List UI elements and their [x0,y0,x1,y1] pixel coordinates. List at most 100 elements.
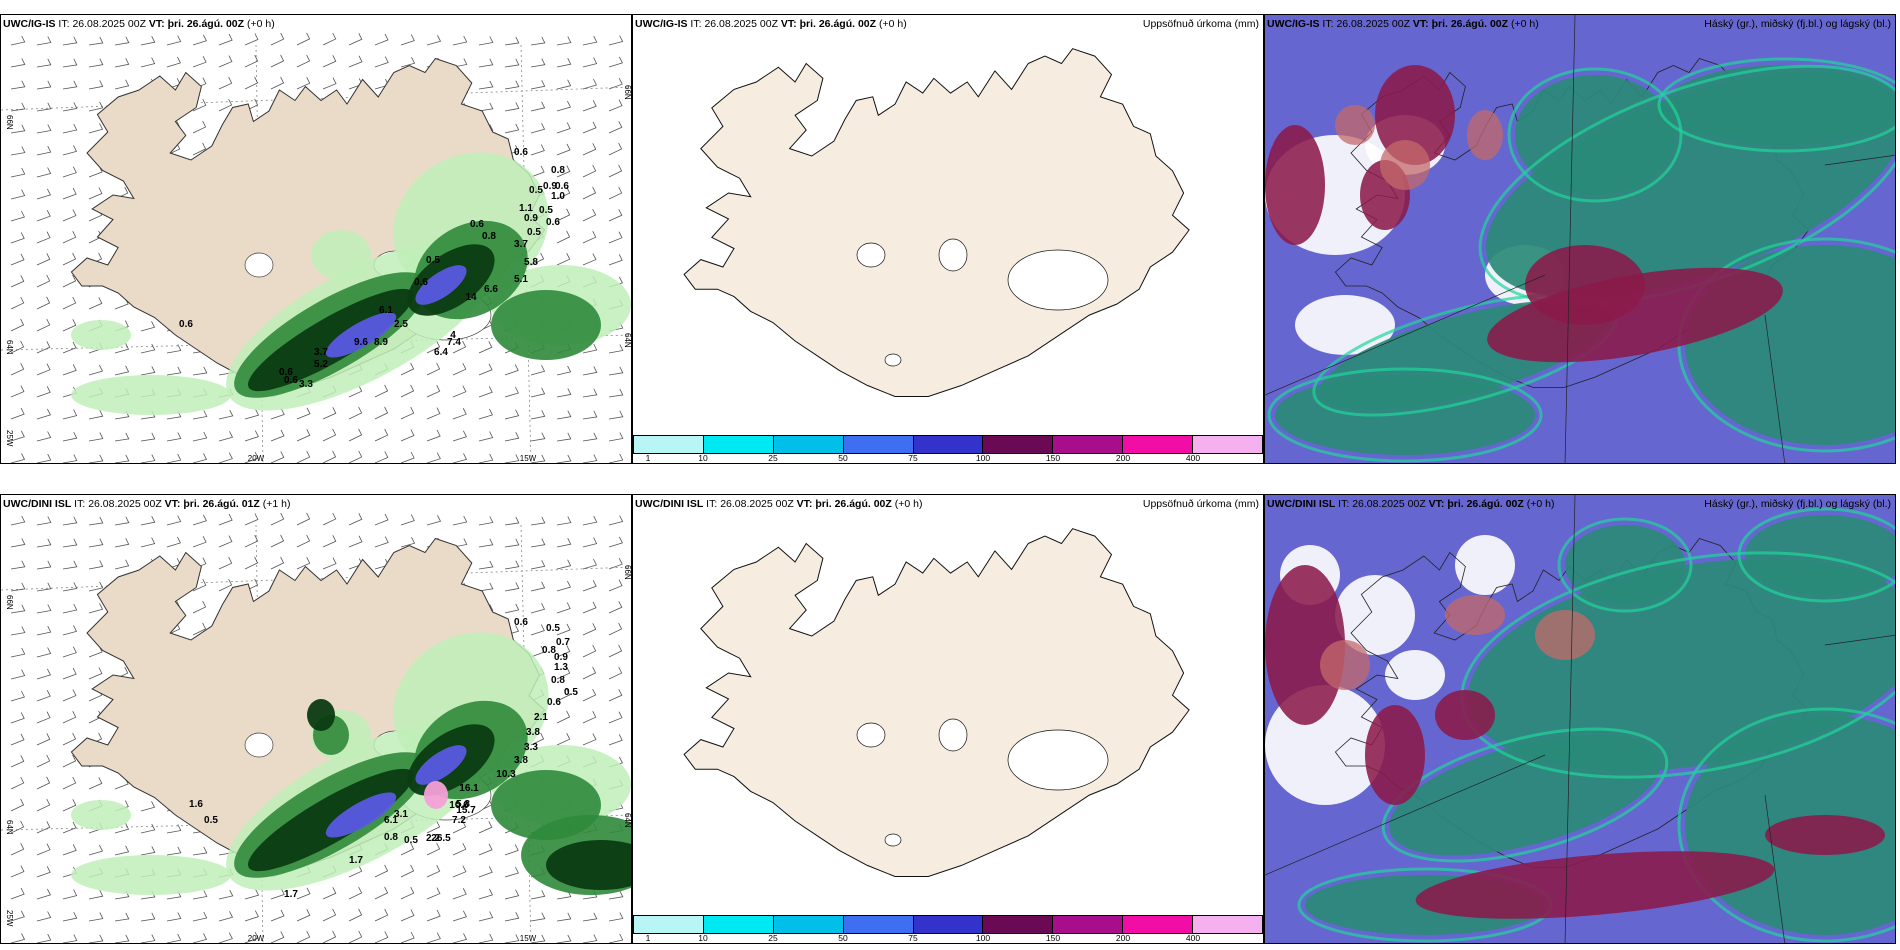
wind-barb [582,688,597,702]
wind-barb [322,428,337,442]
wind-barb [504,844,519,856]
wind-barb [478,538,494,548]
wind-barb [192,56,207,68]
wind-barb [140,801,156,812]
wind-barb [10,712,25,724]
wind-barb [296,32,311,46]
wind-barb [556,559,572,570]
wind-barb [140,432,156,442]
wind-barb [582,100,597,112]
precip-value-label: 0.6 [470,219,484,230]
wind-barb [192,622,207,636]
wind-barb [10,296,25,310]
wind-barb [36,408,51,420]
wind-barb [10,167,26,178]
wind-barb [10,318,25,332]
wind-barb [452,843,467,856]
low-cloud [1265,565,1345,725]
low-cloud [1375,65,1455,165]
wind-barb [426,407,441,420]
wind-barb [10,146,26,156]
wind-barb [114,934,130,943]
wind-barb [348,406,363,420]
wind-barb [244,556,259,570]
wind-barb [608,644,623,658]
wind-barb [556,516,572,526]
lat-label: 66N [623,565,632,580]
wind-barb [270,931,285,943]
wind-barb [192,600,207,614]
wind-barb [608,388,624,398]
lat-label: 64N [5,820,14,835]
wind-barb [10,453,26,463]
wind-barb [36,145,52,156]
wind-barb [244,33,259,46]
wind-barb [322,407,337,420]
cloud-panel-igis: UWC/IG-IS IT: 26.08.2025 00Z VT: þri. 26… [1264,14,1896,464]
wind-barb [504,934,520,943]
high-cloud [1389,734,1661,856]
cloud-map [1265,495,1895,943]
wind-barb [10,363,25,376]
wind-barb [504,603,520,614]
wind-barb [452,820,467,834]
wind-barb [62,231,77,244]
accum-precip-panel-dini: UWC/DINI ISL IT: 26.08.2025 00Z VT: þri.… [632,494,1264,944]
wind-barb [192,431,208,442]
wind-barb [10,253,25,266]
precip-value-label: 3.7 [514,239,528,250]
wind-barb [504,582,520,592]
clear-sky [1455,535,1515,595]
glacier [244,252,274,278]
wind-barb [400,57,416,68]
wind-barb [478,80,494,90]
wind-barb [556,230,571,244]
wind-barb [452,35,468,46]
precip-value-label: 1.1 [519,203,533,214]
precip-map: 0.60.80.90.60.51.01.10.9 0.60.50.60.50.60… [1,15,631,463]
wind-barb [582,432,598,442]
panel-title: UWC/IG-IS IT: 26.08.2025 00Z VT: þri. 26… [3,18,275,30]
precip-value-label: 0.8 [482,231,496,242]
wind-barb [62,538,78,548]
wind-barb [608,254,623,266]
wind-barb [88,187,103,200]
wind-barb [62,754,77,768]
wind-barb [400,429,415,442]
wind-barb [36,582,52,592]
wind-barb [88,560,104,570]
wind-barb [426,887,441,900]
wind-barb [166,432,182,442]
precip-very-heavy [325,792,397,838]
wind-barb [218,431,234,442]
wind-barb [556,186,571,200]
wind-barb [10,865,25,878]
wind-barb [140,912,156,922]
wind-barb [244,931,259,943]
wind-barb [530,165,545,178]
wind-barb [62,799,77,812]
wind-barb [166,453,182,463]
wind-barb [88,123,104,134]
graticule-line [1824,634,1895,646]
wind-barb [88,58,104,68]
wind-barb [322,450,337,463]
wind-barb [36,210,51,222]
precip-value-label: 0.9 [554,652,568,663]
precip-value-label: 3.7 [314,347,328,358]
wind-barb [504,866,519,878]
wind-barb [608,579,623,592]
wind-barb [556,79,572,90]
colorbar-tick-label: 200 [1115,453,1131,463]
precip-value-label: 5.8 [456,799,470,810]
wind-barb [10,647,26,658]
wind-barb [62,934,78,943]
wind-barb [426,452,441,463]
wind-barb [608,711,623,724]
wind-barb [36,888,51,900]
wind-barb [608,99,623,112]
wind-barb [140,36,156,46]
wind-barb [478,102,494,112]
wind-barb [62,912,78,922]
lat-label: 25W [5,430,14,447]
